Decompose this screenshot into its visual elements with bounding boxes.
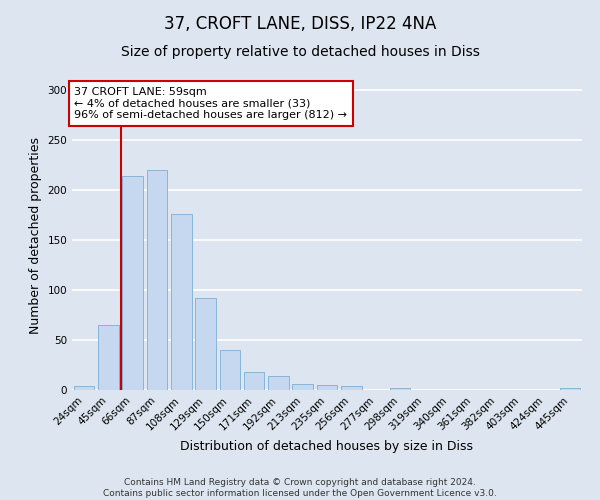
Bar (146, 170, 167, 390)
Bar (74, 386, 94, 390)
Bar (560, 388, 580, 390)
Bar (171, 214, 191, 390)
Y-axis label: Number of detached properties: Number of detached properties (29, 136, 42, 334)
Bar (317, 385, 337, 390)
Text: Size of property relative to detached houses in Diss: Size of property relative to detached ho… (121, 45, 479, 59)
Bar (195, 298, 216, 390)
Text: 37 CROFT LANE: 59sqm
← 4% of detached houses are smaller (33)
96% of semi-detach: 37 CROFT LANE: 59sqm ← 4% of detached ho… (74, 87, 347, 120)
Bar (244, 372, 265, 390)
X-axis label: Distribution of detached houses by size in Diss: Distribution of detached houses by size … (181, 440, 473, 453)
Bar (341, 386, 362, 390)
Bar (389, 388, 410, 390)
Bar (220, 350, 240, 390)
Text: Contains HM Land Registry data © Crown copyright and database right 2024.
Contai: Contains HM Land Registry data © Crown c… (103, 478, 497, 498)
Bar (268, 376, 289, 390)
Bar (98, 325, 119, 390)
Bar (292, 384, 313, 390)
Text: 37, CROFT LANE, DISS, IP22 4NA: 37, CROFT LANE, DISS, IP22 4NA (164, 15, 436, 33)
Bar (122, 176, 143, 390)
